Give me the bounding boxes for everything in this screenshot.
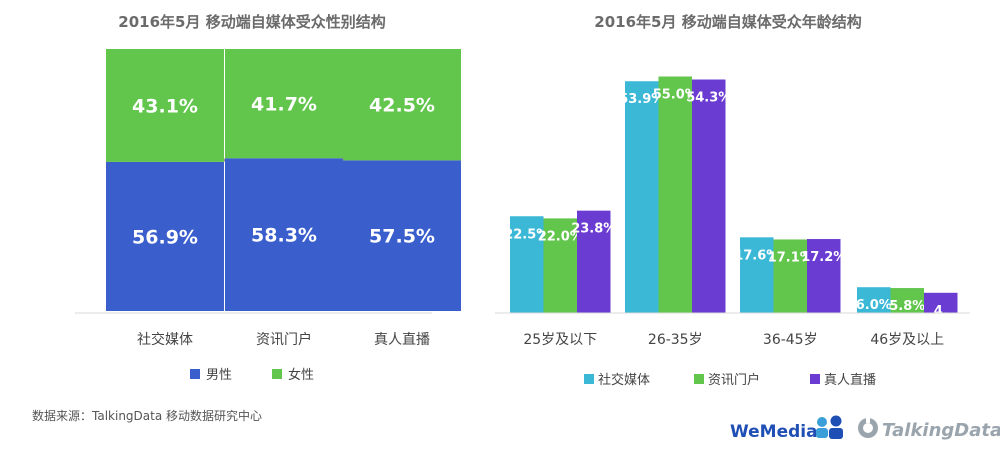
bar-info — [890, 288, 924, 313]
age-chart-title: 2016年5月 移动端自媒体受众年龄结构 — [594, 13, 861, 31]
legend-label: 资讯门户 — [708, 372, 760, 388]
bar-live — [692, 79, 726, 313]
x-tick-label: 真人直播 — [374, 331, 430, 348]
data-label: 5.8% — [889, 299, 925, 314]
bar-info — [543, 218, 577, 313]
age-chart: 22.5%22.0%23.8% 25岁及以下 53.9%55.0%54.3% 26-3… — [495, 76, 970, 388]
wemedia-people-icon — [816, 415, 843, 439]
legend-swatch — [272, 369, 282, 379]
talkingdata-logo-icon — [858, 416, 878, 438]
data-label: 55.0% — [653, 88, 698, 103]
data-label: 54.3% — [686, 91, 731, 106]
bar-female — [106, 49, 224, 162]
x-tick-label: 26-35岁 — [648, 332, 703, 348]
x-tick-label: 社交媒体 — [137, 331, 193, 348]
data-label-male: 58.3% — [251, 225, 317, 247]
data-label-female: 41.7% — [251, 94, 317, 116]
source-note: 数据来源：TalkingData 移动数据研究中心 — [32, 408, 262, 423]
legend-label: 女性 — [288, 367, 314, 383]
wemedia-logo-text: WeMedia — [730, 422, 818, 442]
legend-label: 男性 — [206, 368, 232, 383]
data-label: 53.9% — [619, 92, 664, 107]
legend-label: 真人直播 — [824, 373, 876, 388]
bar-female — [225, 49, 343, 159]
bar-male — [225, 158, 343, 311]
bar-male — [106, 161, 224, 311]
bar-female — [343, 49, 461, 161]
data-label: 17.2% — [801, 250, 846, 265]
data-label: 17.1% — [768, 250, 813, 265]
data-label: 6.0% — [856, 298, 892, 313]
x-tick-label: 46岁及以上 — [870, 332, 944, 348]
data-label: 17.6% — [734, 248, 779, 263]
legend-swatch — [810, 374, 820, 384]
bar-live — [807, 239, 841, 313]
bar-social — [510, 216, 544, 313]
legend-label: 社交媒体 — [598, 372, 650, 388]
data-label-female: 42.5% — [369, 95, 435, 117]
bar-social — [857, 287, 891, 313]
bar-info — [658, 76, 692, 313]
legend-swatch — [694, 374, 704, 384]
data-label-male: 57.5% — [369, 226, 435, 248]
bar-male — [343, 160, 461, 311]
series-connector-line — [223, 158, 226, 163]
legend-swatch — [190, 369, 200, 379]
data-label: 4. — [934, 304, 948, 319]
bar-live — [924, 292, 958, 313]
x-tick-label: 资讯门户 — [256, 331, 312, 348]
x-tick-label: 25岁及以下 — [523, 332, 597, 348]
data-label: 23.8% — [571, 222, 616, 237]
gender-chart: 56.9% 43.1% 社交媒体 58.3% 41.7% 资讯门户 57.5% 42.5% 真人… — [75, 49, 461, 383]
data-label: 22.0% — [538, 229, 583, 244]
data-label-male: 56.9% — [132, 226, 198, 248]
data-label: 22.5% — [504, 227, 549, 242]
legend-swatch — [584, 374, 594, 384]
gender-chart-title: 2016年5月 移动端自媒体受众性别结构 — [118, 13, 385, 31]
data-label-female: 43.1% — [132, 95, 198, 117]
talkingdata-logo-text: TalkingData — [882, 420, 1000, 441]
bar-social — [740, 237, 774, 313]
bar-live — [577, 210, 611, 313]
x-tick-label: 36-45岁 — [763, 332, 818, 348]
bar-social — [625, 81, 659, 313]
bar-info — [773, 239, 807, 313]
